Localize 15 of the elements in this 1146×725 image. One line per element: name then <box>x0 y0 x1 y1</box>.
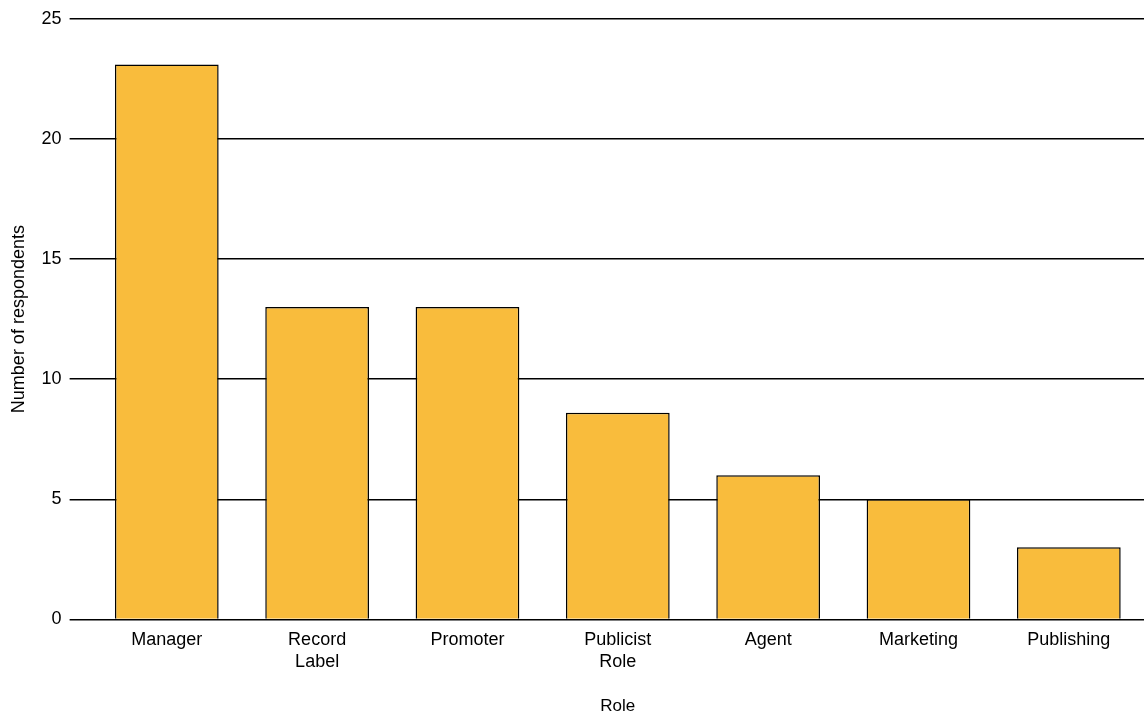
y-tick-label: 20 <box>41 127 62 148</box>
x-tick-label: Publishing <box>1027 629 1111 650</box>
x-tick-label: Marketing <box>878 629 959 650</box>
y-tick-label: 0 <box>51 608 62 629</box>
y-tick-label: 10 <box>41 368 62 389</box>
x-tick-label: Promoter <box>430 629 505 650</box>
x-tick-label: Agent <box>744 629 792 650</box>
x-axis-title: Role <box>600 696 636 716</box>
x-tick-label: Manager <box>131 629 203 650</box>
x-tick-label: Record Label <box>288 629 347 671</box>
y-axis-title: Number of respondents <box>7 225 28 414</box>
y-tick-label: 5 <box>51 488 62 509</box>
y-tick-label: 25 <box>41 7 62 28</box>
y-tick-label: 15 <box>41 248 62 269</box>
x-tick-label: Publicist Role <box>584 629 652 671</box>
